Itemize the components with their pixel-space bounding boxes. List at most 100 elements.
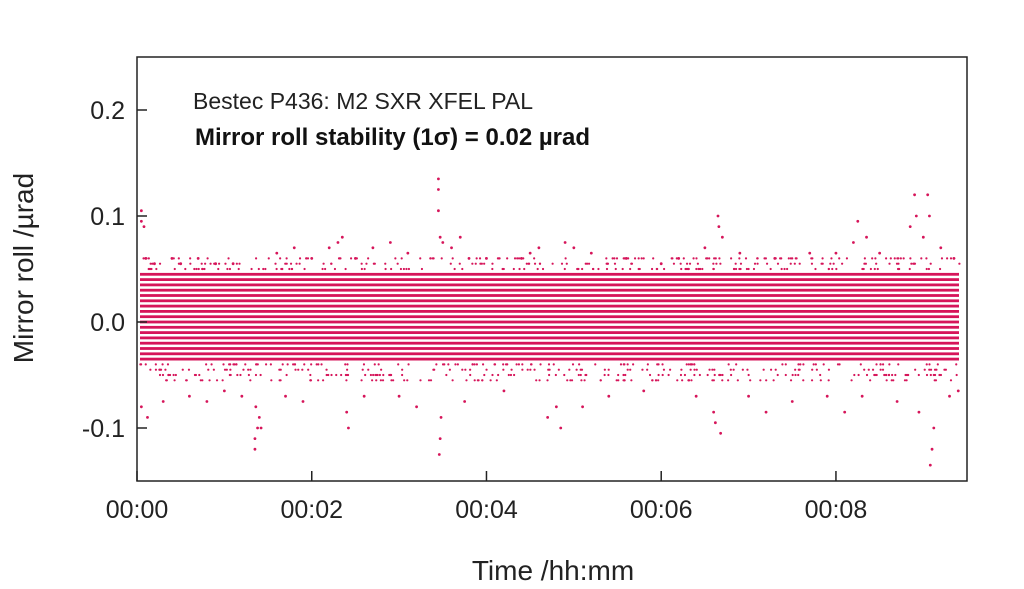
data-point-noise xyxy=(510,368,513,371)
data-point-noise xyxy=(479,262,482,265)
data-point-noise xyxy=(264,363,268,366)
data-point xyxy=(397,394,401,398)
data-band xyxy=(140,331,959,334)
data-point-noise xyxy=(228,363,231,366)
data-point-noise xyxy=(890,379,893,382)
data-point-noise xyxy=(651,379,654,382)
y-tick-label: 0.2 xyxy=(90,97,125,125)
data-point-noise xyxy=(155,267,158,271)
data-point-noise xyxy=(325,373,328,377)
data-point-noise xyxy=(815,368,818,371)
data-point-noise xyxy=(475,257,478,260)
data-point-noise xyxy=(407,267,411,271)
data-point-noise xyxy=(632,363,635,366)
data-point xyxy=(371,246,375,250)
data-point xyxy=(860,394,864,398)
data-point-noise xyxy=(865,373,869,377)
data-point-noise xyxy=(759,379,762,382)
data-point-noise xyxy=(471,363,474,366)
annotation-stability: Mirror roll stability (1σ) = 0.02 µrad xyxy=(195,124,590,151)
data-point-noise xyxy=(687,267,690,271)
data-point-noise xyxy=(822,363,825,366)
data-point xyxy=(554,405,558,409)
data-point-noise xyxy=(227,257,230,260)
data-point-noise xyxy=(642,257,645,260)
data-point-noise xyxy=(821,257,824,260)
data-point-noise xyxy=(933,379,936,382)
data-point-noise xyxy=(863,262,866,265)
data-point-noise xyxy=(147,267,150,271)
data-point-noise xyxy=(375,379,378,382)
data-point-noise xyxy=(255,363,258,366)
data-point-noise xyxy=(685,363,688,366)
data-point-noise xyxy=(320,363,323,366)
data-point-noise xyxy=(929,262,932,265)
data-point-noise xyxy=(344,363,347,366)
data-point-noise xyxy=(929,373,932,377)
data-point-noise xyxy=(235,262,238,265)
data-point-noise xyxy=(881,368,885,371)
data-point-noise xyxy=(648,373,652,377)
data-point-noise xyxy=(831,267,834,271)
data-point-noise xyxy=(379,379,382,382)
data-point-noise xyxy=(172,373,175,377)
data-point-noise xyxy=(204,262,207,265)
data-point-noise xyxy=(443,363,446,366)
data-point-noise xyxy=(857,373,860,377)
data-point-noise xyxy=(309,373,312,377)
data-point-noise xyxy=(295,262,298,265)
data-point-noise xyxy=(491,373,494,377)
data-point-noise xyxy=(682,257,685,260)
data-point-noise xyxy=(229,368,232,371)
data-point-noise xyxy=(955,373,958,377)
data-point-noise xyxy=(473,363,476,366)
data-point-noise xyxy=(675,257,678,260)
data-point-noise xyxy=(577,373,580,377)
data-point-noise xyxy=(461,267,464,271)
data-point xyxy=(362,394,366,398)
data-point-noise xyxy=(875,373,878,377)
data-point-noise xyxy=(390,267,393,271)
data-point-noise xyxy=(400,257,403,260)
data-point xyxy=(948,394,951,398)
data-point-noise xyxy=(346,363,349,366)
data-point-noise xyxy=(827,379,830,382)
data-point xyxy=(852,241,855,244)
data-point-noise xyxy=(623,379,626,382)
data-point xyxy=(256,426,259,430)
data-point-noise xyxy=(238,262,241,265)
data-point-noise xyxy=(630,379,633,382)
data-point-noise xyxy=(382,373,385,377)
data-point-noise xyxy=(344,267,347,271)
y-tick-label: 0.1 xyxy=(90,203,125,231)
data-point-noise xyxy=(932,373,935,377)
data-point-noise xyxy=(627,257,630,260)
data-point-noise xyxy=(454,363,457,366)
data-point-noise xyxy=(257,267,260,271)
data-point-noise xyxy=(904,373,907,377)
data-band xyxy=(140,288,959,292)
data-point-noise xyxy=(242,368,245,371)
data-point-noise xyxy=(830,257,833,260)
data-point-noise xyxy=(789,379,793,382)
data-point-noise xyxy=(201,267,204,271)
data-point-noise xyxy=(727,363,730,366)
data-point xyxy=(284,394,287,398)
y-tick-label: -0.1 xyxy=(82,415,125,443)
data-point-noise xyxy=(712,262,715,265)
data-point-noise xyxy=(776,262,780,265)
data-point-noise xyxy=(158,373,162,377)
data-point-noise xyxy=(483,373,486,377)
data-point xyxy=(354,257,357,260)
data-point-noise xyxy=(533,368,536,371)
data-point-noise xyxy=(269,363,272,366)
data-point-noise xyxy=(874,257,877,260)
data-point-noise xyxy=(448,368,451,371)
x-tick-label: 00:08 xyxy=(805,496,868,524)
data-point-noise xyxy=(478,257,482,260)
data-point-noise xyxy=(606,262,610,265)
data-point-noise xyxy=(688,262,692,265)
data-point-noise xyxy=(551,262,554,265)
data-point xyxy=(437,209,440,213)
data-point xyxy=(161,400,165,403)
